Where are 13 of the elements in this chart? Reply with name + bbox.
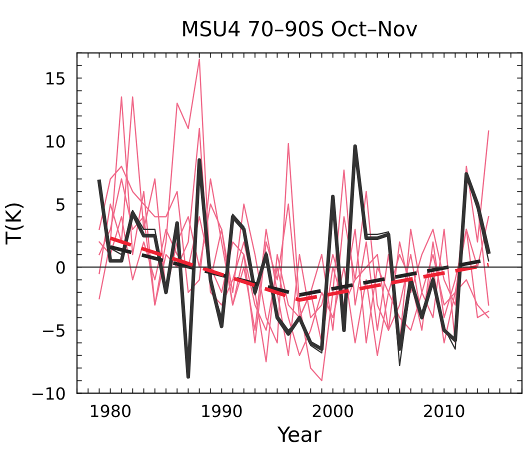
x-tick-label: 1990 xyxy=(202,404,242,418)
y-tick-label: 10 xyxy=(46,135,65,148)
y-tick-label: 5 xyxy=(56,198,64,211)
x-tick-label: 2000 xyxy=(312,404,353,418)
y-tick-label: 0 xyxy=(56,261,65,274)
y-axis-title: T(K) xyxy=(5,204,24,244)
y-tick-label: 15 xyxy=(46,72,64,85)
y-tick-label: −5 xyxy=(43,324,64,337)
x-tick-label: 1980 xyxy=(90,404,130,418)
chart-title: MSU4 70–90S Oct–Nov xyxy=(183,20,418,37)
x-tick-label: 2010 xyxy=(424,404,464,418)
x-axis-title: Year xyxy=(277,426,322,442)
y-tick-label: −10 xyxy=(32,387,65,400)
